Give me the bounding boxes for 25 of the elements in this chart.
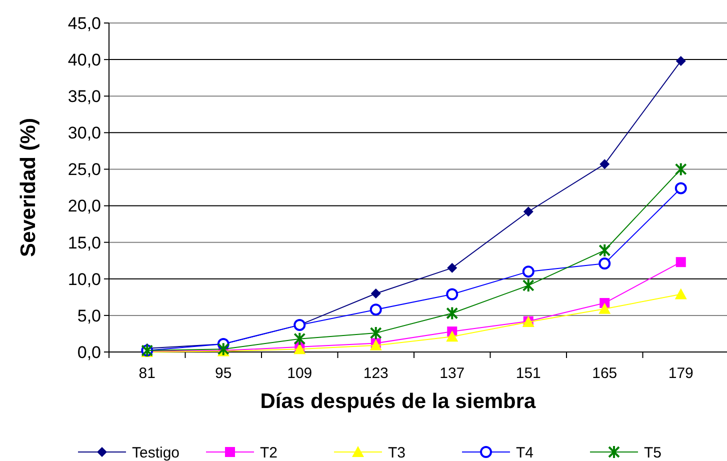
- x-tick-label: 109: [287, 365, 312, 382]
- y-tick-label: 40,0: [68, 50, 101, 70]
- x-axis-title: Días después de la siembra: [260, 390, 536, 413]
- x-tick-label: 95: [215, 365, 232, 382]
- y-axis-title: Severidad (%): [17, 118, 40, 257]
- x-tick-label: 123: [363, 365, 388, 382]
- x-tick-label: 165: [592, 365, 618, 382]
- legend-label: T4: [516, 444, 534, 461]
- x-tick-label: 179: [668, 365, 694, 382]
- y-tick-label: 5,0: [77, 306, 101, 326]
- legend-label: T5: [644, 444, 662, 461]
- x-tick-label: 151: [516, 365, 541, 382]
- y-tick-label: 0,0: [77, 342, 101, 362]
- x-tick-label: 137: [440, 365, 465, 382]
- y-tick-label: 20,0: [68, 196, 101, 216]
- y-tick-label: 30,0: [68, 124, 101, 143]
- legend-label: T3: [388, 444, 406, 461]
- y-tick-label: 45,0: [68, 14, 101, 33]
- y-tick-label: 35,0: [68, 87, 101, 106]
- y-tick-label: 10,0: [68, 270, 101, 289]
- x-tick-label: 81: [138, 365, 156, 382]
- legend-label: T2: [260, 444, 278, 461]
- legend-label: Testigo: [132, 444, 180, 461]
- y-tick-label: 15,0: [68, 233, 101, 252]
- y-tick-label: 25,0: [68, 160, 101, 180]
